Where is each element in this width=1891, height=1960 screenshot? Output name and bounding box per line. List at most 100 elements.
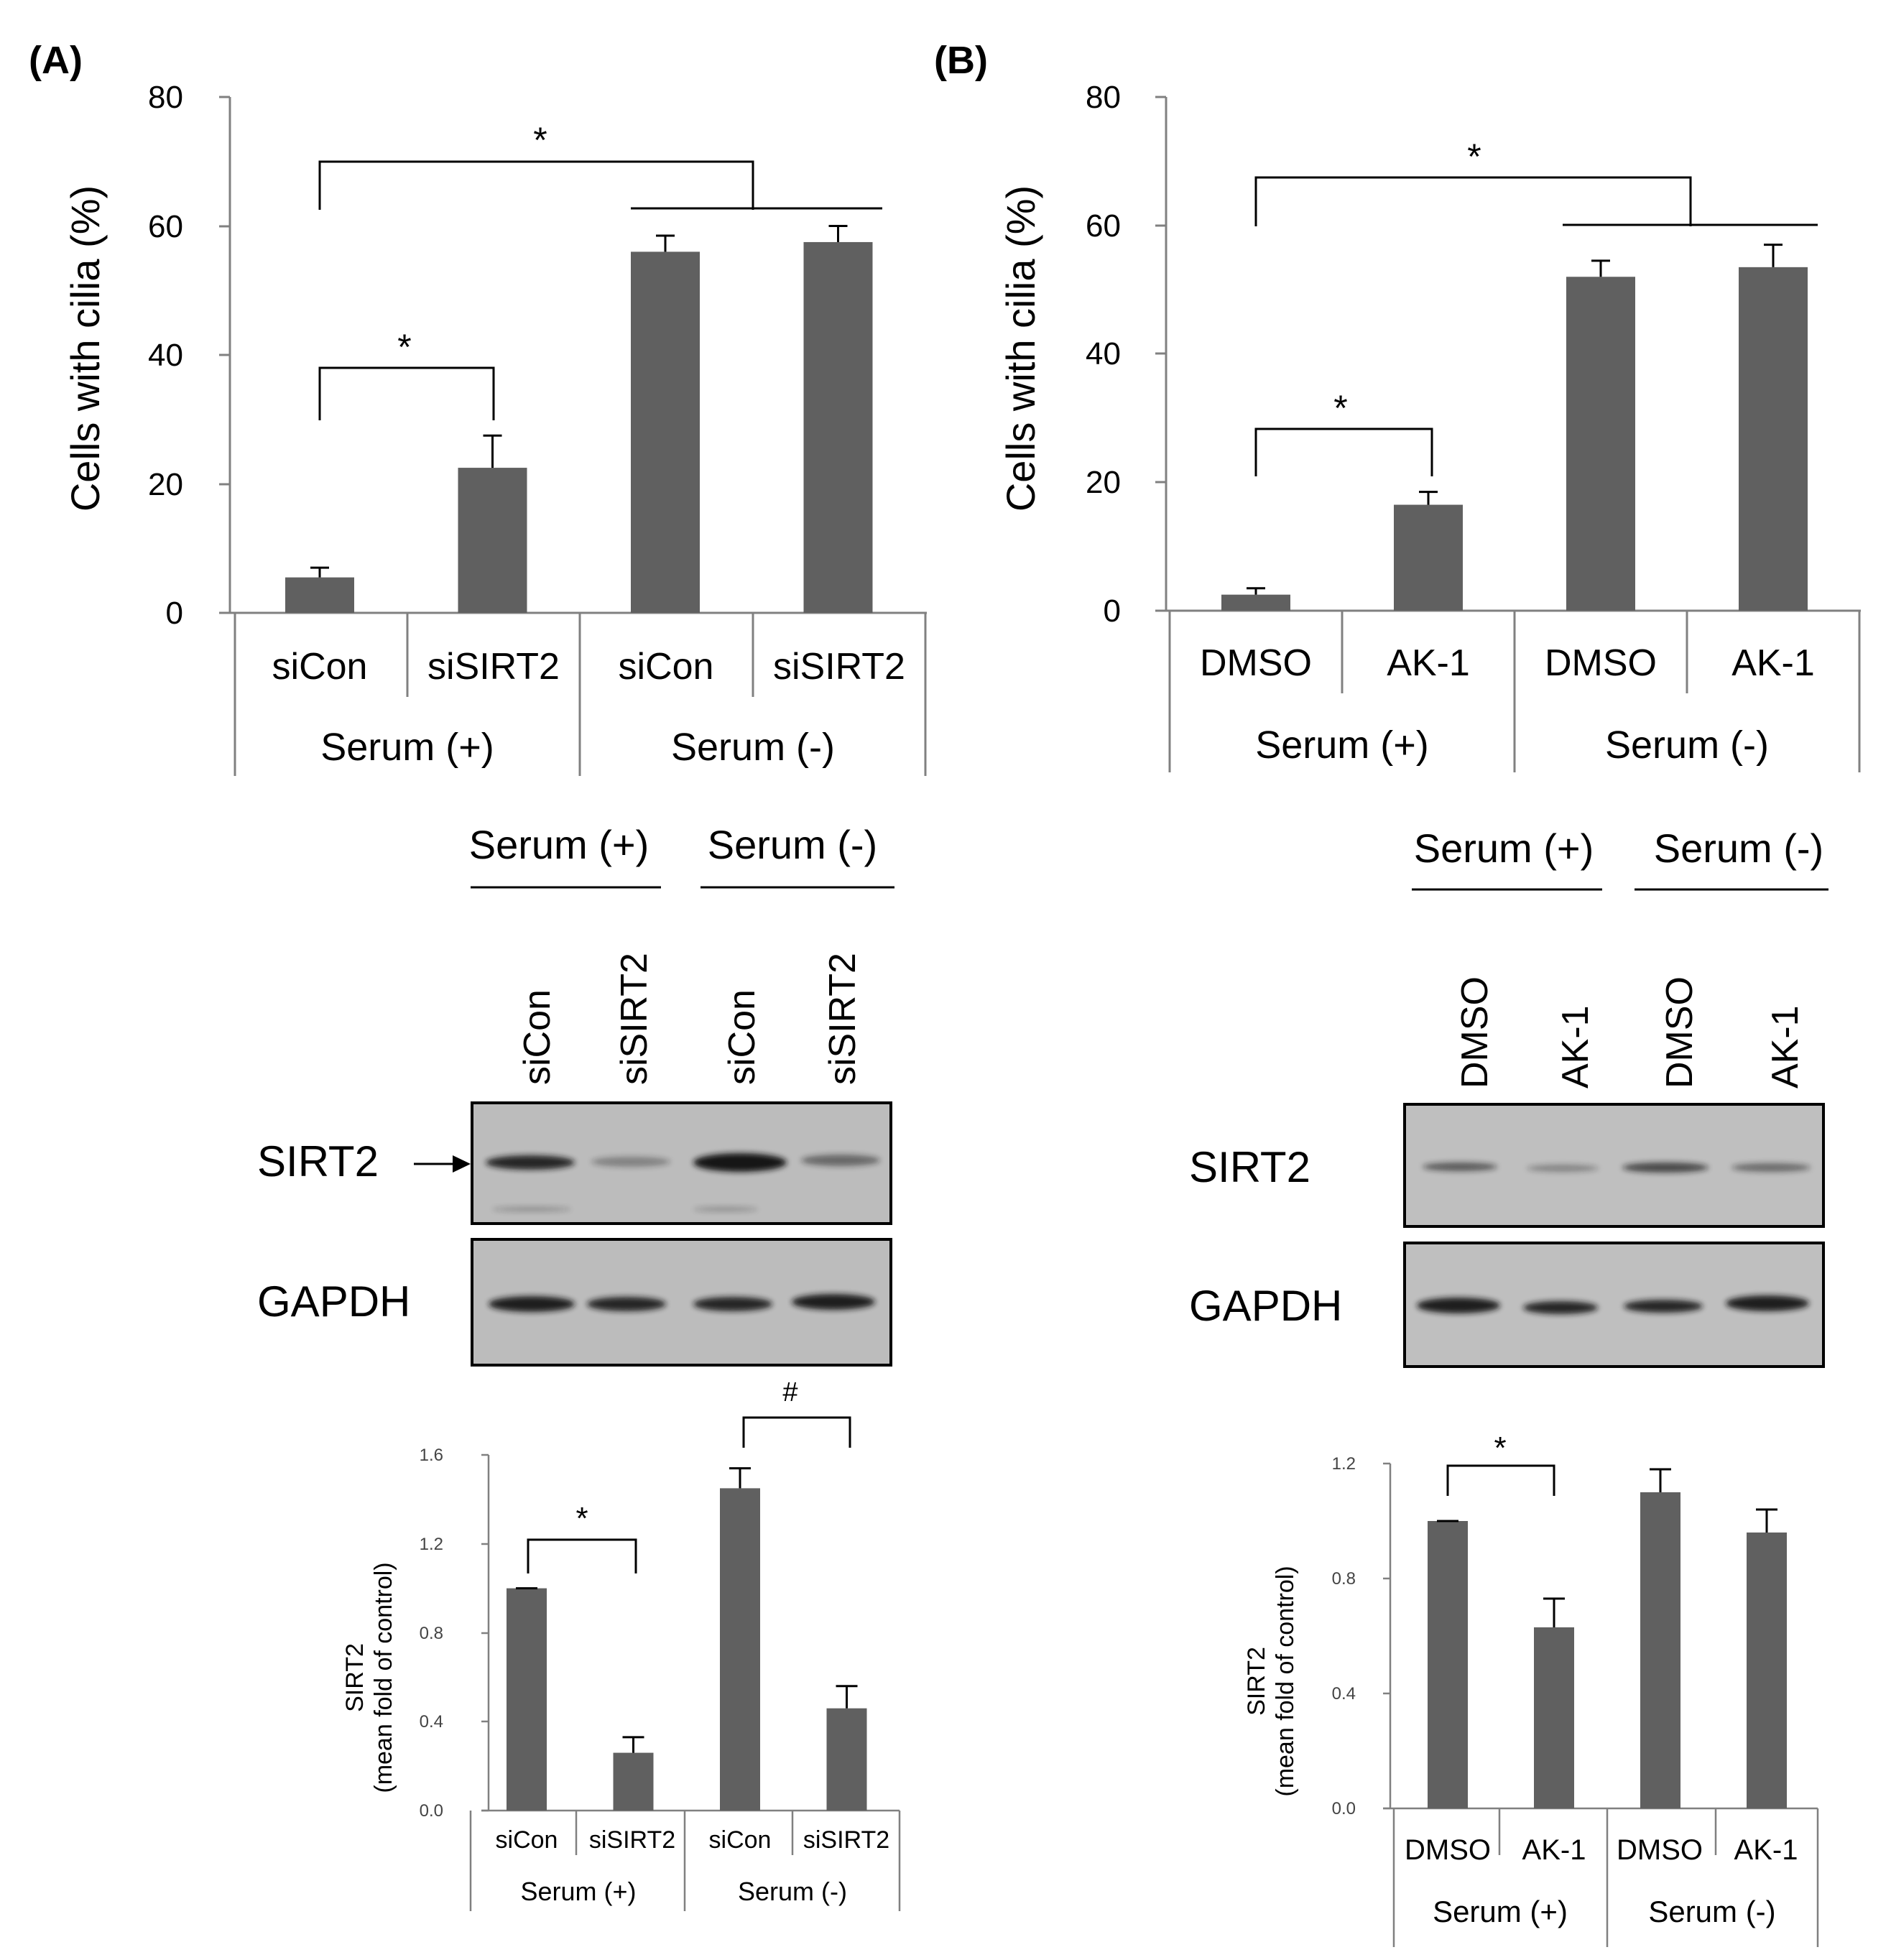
lane-label: siSIRT2 <box>614 953 655 1085</box>
category-label: siCon <box>709 1826 772 1854</box>
y-axis-label: SIRT2 <box>341 1643 369 1712</box>
band <box>1423 1162 1497 1171</box>
significance-star: * <box>533 120 547 160</box>
y-tick-label: 1.2 <box>1332 1454 1356 1474</box>
category-label: DMSO <box>1545 642 1657 684</box>
y-axis-label: (mean fold of control) <box>370 1562 397 1793</box>
lane-label: DMSO <box>1659 976 1701 1088</box>
band <box>1732 1163 1811 1172</box>
bar <box>507 1588 547 1811</box>
lane-label: DMSO <box>1454 976 1496 1088</box>
panel-b-sirt2-quant-chart: 1.2 0.8 0.4 0.0 SIRT2 (mean fold of cont… <box>1243 1430 1819 1947</box>
significance-bracket <box>318 366 495 420</box>
group-label: Serum (-) <box>1605 724 1769 767</box>
category-label: DMSO <box>1405 1834 1491 1866</box>
group-label: Serum (-) <box>1648 1895 1775 1928</box>
y-tick-label: 0.0 <box>420 1801 443 1821</box>
y-tick-label: 40 <box>1086 336 1121 371</box>
bar <box>458 468 527 613</box>
band <box>801 1155 880 1166</box>
group-label: Serum (+) <box>1433 1895 1568 1928</box>
category-label: siCon <box>619 646 714 688</box>
band <box>1417 1298 1500 1313</box>
blot-group-label: Serum (+) <box>1414 826 1594 871</box>
panel-a-western-blot: Serum (+) Serum (-) siCon siSIRT2 siCon … <box>257 822 894 1367</box>
y-tick-label: 0.4 <box>1332 1684 1356 1704</box>
category-label: siSIRT2 <box>589 1826 675 1854</box>
y-tick-label: 20 <box>1086 465 1121 500</box>
bar <box>613 1752 654 1811</box>
blot-row-label: SIRT2 <box>1189 1143 1310 1191</box>
y-tick-label: 0.8 <box>420 1624 443 1643</box>
band <box>693 1297 772 1311</box>
category-label: DMSO <box>1200 642 1312 684</box>
lane-label: siSIRT2 <box>822 953 864 1085</box>
sirt2-bands <box>1423 1162 1811 1173</box>
panel-b-label: (B) <box>934 39 988 82</box>
blot-row-label: GAPDH <box>1189 1282 1342 1330</box>
y-tick-label: 0 <box>1104 593 1121 629</box>
y-tick-label: 0.0 <box>1332 1799 1356 1818</box>
blot-group-label: Serum (-) <box>1654 826 1823 871</box>
band <box>693 1207 758 1211</box>
significance-star: * <box>575 1501 588 1536</box>
arrow-icon <box>453 1155 471 1173</box>
band <box>1527 1165 1599 1172</box>
bar <box>1739 267 1808 611</box>
bar <box>1394 504 1463 611</box>
bar <box>1566 277 1635 611</box>
band <box>1726 1295 1809 1311</box>
lane-label: siCon <box>517 989 558 1085</box>
bars <box>1221 244 1808 611</box>
lane-label: AK-1 <box>1555 1005 1596 1088</box>
significance-bracket <box>318 160 754 210</box>
band <box>492 1207 571 1211</box>
bar <box>1428 1521 1468 1808</box>
blot-row-label: SIRT2 <box>257 1137 379 1185</box>
significance-bracket <box>1254 176 1692 226</box>
group-label: Serum (-) <box>671 726 835 769</box>
bar <box>1747 1533 1787 1808</box>
category-label: AK-1 <box>1522 1834 1586 1866</box>
bar <box>285 577 354 613</box>
y-tick-label: 40 <box>148 338 183 373</box>
significance-star: * <box>397 327 411 367</box>
band <box>693 1153 787 1172</box>
panel-b-western-blot: Serum (+) Serum (-) DMSO AK-1 DMSO AK-1 … <box>1189 826 1828 1368</box>
bar <box>803 241 873 613</box>
blot-group-label: Serum (+) <box>469 822 649 867</box>
band <box>1622 1162 1709 1173</box>
category-label: DMSO <box>1617 1834 1703 1866</box>
y-tick-label: 60 <box>148 209 183 244</box>
bars <box>507 1467 867 1811</box>
band <box>1523 1301 1598 1314</box>
category-label: AK-1 <box>1732 642 1815 684</box>
y-axis-label: Cells with cilia (%) <box>63 185 108 512</box>
bar <box>1640 1492 1680 1808</box>
category-label: siCon <box>272 646 368 688</box>
bars <box>1428 1468 1787 1808</box>
y-tick-label: 80 <box>1086 80 1121 115</box>
significance-bracket <box>742 1416 851 1448</box>
lane-label: AK-1 <box>1765 1005 1806 1088</box>
bar <box>1221 594 1290 611</box>
band <box>591 1157 670 1167</box>
category-label: siSIRT2 <box>427 646 560 688</box>
category-label: AK-1 <box>1734 1834 1798 1866</box>
group-label: Serum (+) <box>520 1877 636 1906</box>
category-label: siSIRT2 <box>803 1826 889 1854</box>
panel-b-cilia-chart: 80 60 40 20 0 Cells with cilia (%) DMSO … <box>998 80 1861 772</box>
gapdh-bands <box>489 1294 875 1312</box>
y-tick-label: 0.4 <box>420 1712 443 1732</box>
y-axis-label: Cells with cilia (%) <box>998 185 1043 512</box>
bar <box>826 1708 867 1811</box>
band <box>792 1294 875 1310</box>
sirt2-bands <box>486 1153 880 1211</box>
category-label: AK-1 <box>1387 642 1470 684</box>
blot-group-label: Serum (-) <box>708 822 877 867</box>
y-tick-label: 60 <box>1086 208 1121 244</box>
panel-a-sirt2-quant-chart: 1.6 1.2 0.8 0.4 0.0 SIRT2 (mean fold of … <box>341 1377 901 1911</box>
significance-star: * <box>1467 137 1481 177</box>
bar <box>720 1488 760 1811</box>
